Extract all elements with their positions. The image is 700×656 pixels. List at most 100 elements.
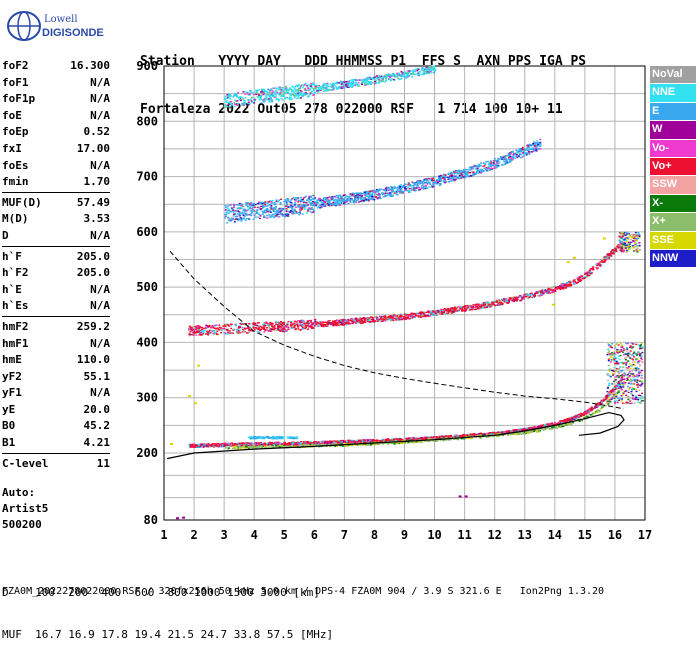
echo-point <box>591 407 593 408</box>
echo-point <box>514 429 516 430</box>
echo-point <box>266 327 268 328</box>
echo-point <box>322 325 324 326</box>
echo-point <box>551 287 553 288</box>
echo-point <box>233 207 235 208</box>
echo-point <box>418 316 420 317</box>
echo-point <box>371 439 373 440</box>
echo-point <box>285 206 287 207</box>
echo-point <box>590 272 592 273</box>
echo-point <box>444 308 446 309</box>
echo-point <box>489 306 491 307</box>
echo-point <box>220 332 222 333</box>
echo-point <box>271 326 273 327</box>
echo-point <box>595 264 597 265</box>
echo-point <box>610 253 612 254</box>
echo-point <box>245 446 247 447</box>
echo-point <box>372 317 374 318</box>
echo-point <box>617 247 619 248</box>
echo-point <box>370 321 372 322</box>
echo-point <box>223 445 225 446</box>
echo-point <box>469 305 471 306</box>
echo-point <box>581 414 583 415</box>
echo-point <box>304 444 306 445</box>
echo-point <box>552 290 554 291</box>
echo-point <box>193 334 195 335</box>
echo-point <box>548 423 550 424</box>
echo-point <box>383 319 385 320</box>
echo-point <box>551 423 553 424</box>
echo-point <box>394 193 396 194</box>
echo-point <box>335 325 337 326</box>
echo-point <box>334 196 336 197</box>
echo-point <box>497 300 499 301</box>
echo-point <box>586 416 588 417</box>
y-tick-label: 400 <box>136 335 158 349</box>
echo-point <box>274 326 276 327</box>
echo-point <box>556 423 558 424</box>
echo-point <box>204 444 206 445</box>
echo-point <box>570 282 572 283</box>
echo-point <box>456 307 458 308</box>
echo-point <box>198 329 200 330</box>
echo-point <box>240 448 242 449</box>
echo-point <box>471 438 473 439</box>
echo-point <box>421 185 423 186</box>
echo-point <box>497 431 499 432</box>
echo-point <box>602 261 604 262</box>
echo-point <box>192 329 194 330</box>
echo-point <box>253 327 255 328</box>
echo-point <box>584 276 586 277</box>
echo-point <box>443 176 445 177</box>
echo-point <box>396 317 398 318</box>
y-tick-label: 600 <box>136 225 158 239</box>
echo-point <box>239 443 241 444</box>
echo-point <box>463 306 465 307</box>
echo-point <box>252 209 254 210</box>
echo-point <box>377 321 379 322</box>
echo-point <box>470 309 472 310</box>
echo-point <box>288 329 290 330</box>
echo-point <box>375 444 377 445</box>
echo-point <box>214 333 216 334</box>
echo-point <box>207 443 209 444</box>
echo-point <box>307 320 309 321</box>
echo-point <box>556 288 558 289</box>
echo-point <box>290 325 292 326</box>
echo-point <box>621 377 623 378</box>
echo-point <box>323 324 325 325</box>
echo-point <box>560 287 562 288</box>
echo-point <box>559 285 561 286</box>
echo-point <box>214 332 216 333</box>
echo-point <box>303 202 305 203</box>
echo-point <box>264 330 266 331</box>
echo-point <box>295 443 297 444</box>
echo-point <box>541 425 543 426</box>
echo-point <box>578 415 580 416</box>
echo-point <box>243 447 245 448</box>
echo-point <box>309 211 311 212</box>
echo-point <box>198 444 200 445</box>
echo-point <box>599 263 601 264</box>
echo-point <box>507 430 509 431</box>
echo-point <box>387 318 389 319</box>
echo-point <box>289 443 291 444</box>
echo-point <box>415 315 417 316</box>
echo-point <box>232 448 234 449</box>
echo-point <box>511 300 513 301</box>
echo-point <box>509 299 511 300</box>
echo-point <box>608 257 610 258</box>
echo-point <box>270 328 272 329</box>
echo-point <box>287 323 289 324</box>
echo-point <box>311 324 313 325</box>
echo-point <box>282 331 284 332</box>
echo-point <box>510 297 512 298</box>
echo-point <box>404 314 406 315</box>
echo-point <box>586 276 588 277</box>
x-tick-label: 13 <box>518 528 532 542</box>
echo-point <box>441 310 443 311</box>
echo-point <box>604 260 606 261</box>
echo-point <box>573 282 575 283</box>
echo-point <box>275 443 277 444</box>
echo-point <box>407 438 409 439</box>
echo-point <box>486 307 488 308</box>
